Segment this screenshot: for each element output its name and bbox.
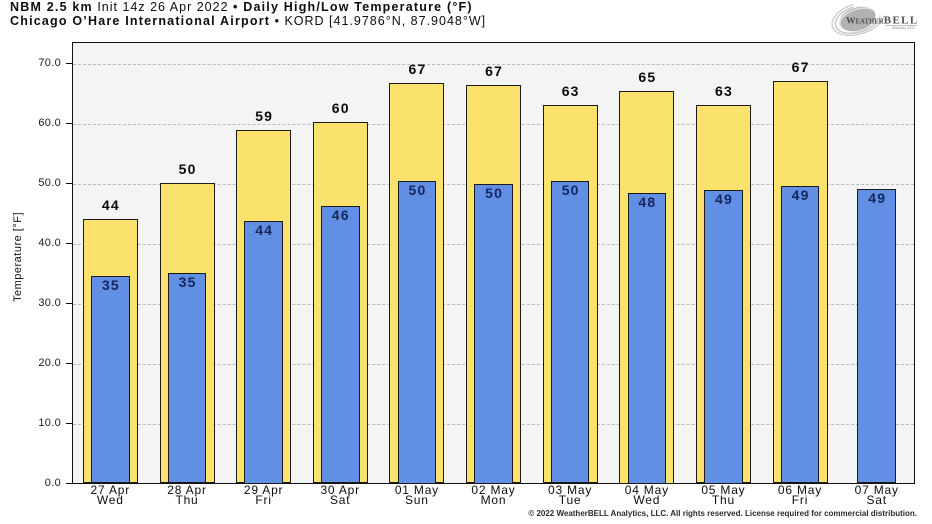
svg-text:Analytics, LLC: Analytics, LLC (891, 26, 915, 31)
